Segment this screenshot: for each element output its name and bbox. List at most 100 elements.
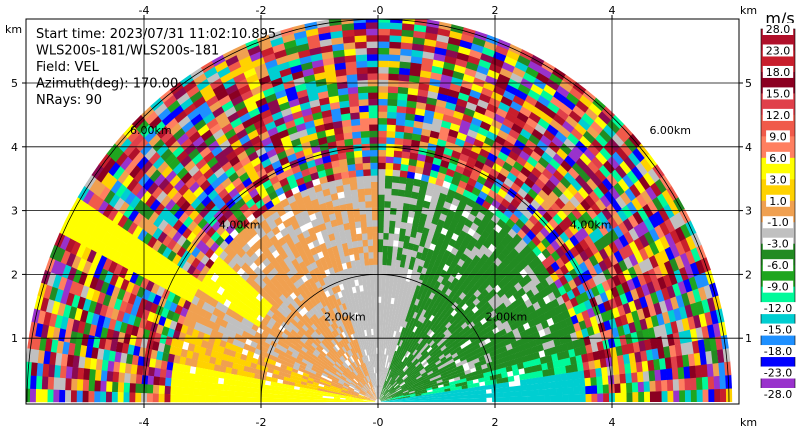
velocity-cell [351,131,362,139]
velocity-cell [260,297,269,306]
velocity-cell [407,372,414,378]
velocity-cell [481,142,493,153]
velocity-cell [305,385,313,390]
velocity-cell [619,142,633,157]
velocity-cell [335,74,348,83]
velocity-cell [426,387,433,391]
velocity-cell [558,220,569,232]
velocity-cell [545,78,560,91]
velocity-cell [559,365,567,374]
velocity-cell [290,371,298,377]
velocity-cell [380,399,387,402]
velocity-cell [338,158,348,167]
velocity-cell [559,102,573,116]
velocity-cell [631,165,644,181]
velocity-cell [236,369,244,377]
velocity-cell [330,219,338,228]
velocity-cell [527,279,536,290]
velocity-cell [537,117,550,130]
velocity-cell [262,257,271,267]
velocity-cell [490,56,505,68]
velocity-cell [432,230,441,240]
velocity-cell [57,276,68,291]
velocity-cell [268,190,278,201]
velocity-cell [358,317,363,325]
velocity-cell [374,392,378,399]
velocity-cell [160,360,168,370]
velocity-cell [225,366,233,374]
velocity-cell [424,32,438,41]
velocity-cell [385,156,394,164]
velocity-cell [332,337,339,345]
velocity-cell [503,233,514,244]
velocity-cell [359,117,370,126]
velocity-cell [369,397,376,401]
velocity-cell [79,344,88,358]
velocity-cell [238,171,250,183]
velocity-cell [380,398,387,401]
velocity-cell [369,399,376,402]
velocity-cell [568,223,579,236]
velocity-cell [567,166,580,180]
velocity-cell [370,175,378,182]
velocity-cell [375,392,378,399]
velocity-cell [642,370,650,382]
velocity-cell [355,325,360,333]
velocity-cell [516,54,531,67]
velocity-cell [92,265,103,280]
velocity-cell [500,95,513,107]
velocity-cell [369,399,376,402]
velocity-cell [416,374,423,380]
velocity-cell [615,283,626,296]
velocity-cell [380,398,387,401]
velocity-cell [363,252,369,260]
velocity-cell [409,68,421,77]
velocity-cell [386,395,392,399]
velocity-cell [155,324,164,335]
velocity-cell [410,347,416,355]
velocity-cell [353,346,358,354]
velocity-cell [308,358,315,365]
velocity-cell [218,371,226,379]
velocity-cell [445,321,452,329]
velocity-cell [407,315,413,324]
velocity-cell [193,321,202,332]
velocity-cell [435,177,445,187]
velocity-cell [388,349,392,356]
velocity-cell [420,388,427,393]
velocity-cell [392,396,399,399]
velocity-cell [552,90,567,104]
velocity-cell [227,248,237,260]
velocity-cell [464,352,472,360]
velocity-cell [538,66,553,79]
velocity-cell [701,376,709,390]
velocity-cell [277,353,285,361]
velocity-cell [527,239,537,251]
velocity-cell [530,198,541,210]
velocity-cell [222,77,236,90]
velocity-cell [362,239,368,247]
velocity-cell [265,229,275,240]
velocity-cell [335,184,344,193]
velocity-cell [92,336,101,349]
velocity-cell [502,139,515,151]
velocity-cell [421,288,429,296]
velocity-cell [192,96,206,109]
velocity-cell [407,282,414,290]
velocity-cell [208,356,217,365]
velocity-cell [329,24,343,33]
velocity-cell [50,339,59,353]
velocity-cell [427,372,435,378]
velocity-cell [442,113,454,123]
velocity-cell [407,323,413,331]
velocity-cell [431,352,438,359]
velocity-cell [195,250,206,262]
velocity-cell [623,230,635,245]
velocity-cell [571,286,581,298]
velocity-cell [406,308,413,317]
velocity-cell [319,103,331,112]
velocity-cell [386,399,393,401]
velocity-cell [172,127,186,141]
velocity-cell [432,354,439,361]
velocity-cell [632,210,644,225]
